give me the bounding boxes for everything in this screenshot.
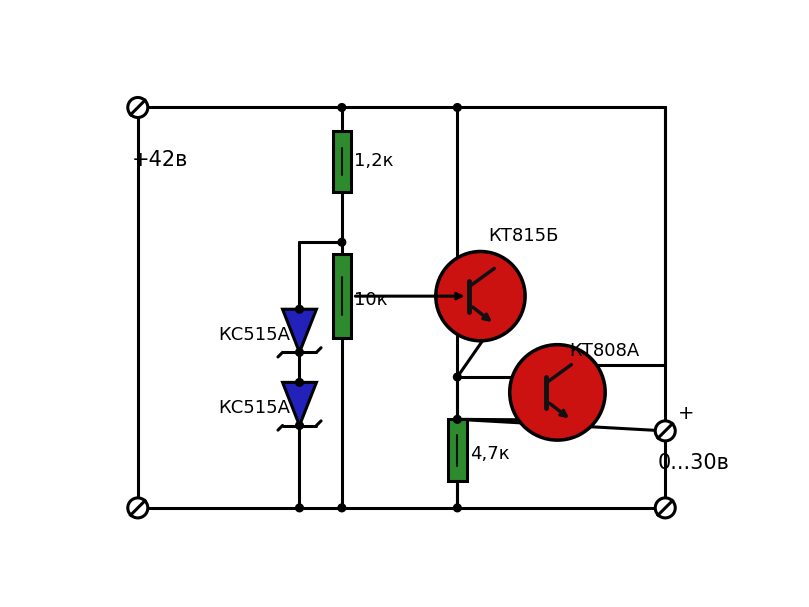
Text: КТ815Б: КТ815Б — [488, 227, 558, 245]
Circle shape — [295, 379, 303, 386]
Polygon shape — [282, 382, 316, 426]
Text: КС515А: КС515А — [218, 325, 290, 344]
Circle shape — [510, 345, 605, 440]
Circle shape — [128, 98, 148, 118]
Text: 0...30в: 0...30в — [658, 453, 730, 473]
Circle shape — [295, 504, 303, 512]
Text: 4,7к: 4,7к — [470, 445, 510, 463]
Polygon shape — [282, 309, 316, 352]
Bar — [448, 419, 467, 481]
Circle shape — [338, 104, 345, 111]
Bar — [332, 131, 351, 192]
Circle shape — [454, 104, 461, 111]
Circle shape — [454, 504, 461, 512]
Text: 10к: 10к — [354, 291, 388, 309]
Bar — [332, 254, 351, 339]
Circle shape — [128, 498, 148, 518]
Text: 1,2к: 1,2к — [354, 152, 394, 171]
Circle shape — [295, 305, 303, 313]
Circle shape — [655, 421, 676, 441]
Circle shape — [454, 415, 461, 423]
Circle shape — [338, 239, 345, 246]
Circle shape — [338, 504, 345, 512]
Circle shape — [295, 422, 303, 429]
Text: КС515А: КС515А — [218, 399, 290, 417]
Circle shape — [295, 348, 303, 356]
Text: КТ808А: КТ808А — [569, 342, 639, 360]
Circle shape — [436, 251, 525, 341]
Circle shape — [655, 498, 676, 518]
Text: +: + — [678, 404, 694, 424]
Circle shape — [454, 373, 461, 381]
Text: +42в: +42в — [132, 150, 188, 170]
